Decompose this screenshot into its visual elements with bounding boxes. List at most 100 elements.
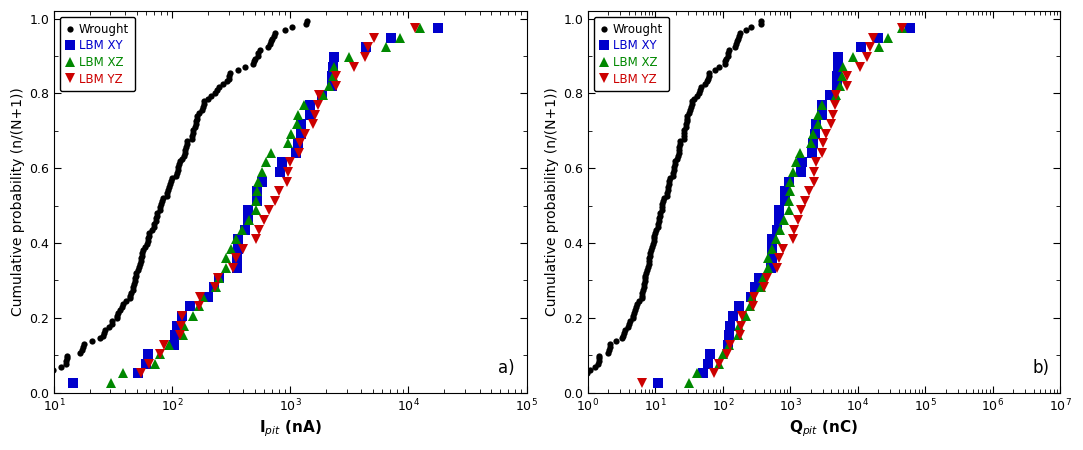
LBM YZ (358, 54, 371, 60)
Wrought (162, 187, 175, 193)
LBM YZ (723, 342, 736, 347)
LBM XZ (682, 380, 695, 386)
Wrought (222, 76, 235, 81)
LBM XY (696, 371, 709, 376)
LBM XZ (224, 246, 237, 252)
LBM XZ (828, 93, 841, 98)
LBM YZ (826, 112, 839, 117)
Wrought (755, 19, 768, 24)
LBM XZ (811, 112, 824, 117)
LBM YZ (795, 208, 808, 213)
LBM YZ (772, 256, 785, 261)
X-axis label: Q$_{pit}$ (nC): Q$_{pit}$ (nC) (790, 418, 859, 439)
LBM XZ (811, 122, 824, 127)
LBM YZ (808, 169, 821, 175)
LBM XY (140, 361, 153, 367)
Wrought (238, 64, 251, 70)
LBM YZ (306, 122, 319, 127)
LBM XZ (836, 64, 849, 69)
LBM XY (230, 265, 243, 270)
LBM XZ (291, 112, 304, 117)
LBM XY (723, 323, 736, 328)
LBM XY (291, 140, 304, 146)
LBM YZ (713, 361, 726, 367)
LBM XZ (766, 246, 779, 252)
LBM YZ (30, 380, 43, 386)
LBM XY (703, 351, 716, 357)
LBM YZ (720, 351, 733, 357)
LBM XY (238, 227, 251, 232)
LBM XY (765, 265, 778, 270)
LBM YZ (636, 380, 649, 386)
LBM YZ (825, 122, 838, 127)
LBM YZ (283, 160, 296, 165)
Line: LBM YZ: LBM YZ (32, 24, 420, 387)
LBM XY (772, 217, 785, 223)
LBM YZ (250, 237, 263, 242)
LBM XY (326, 73, 339, 79)
LBM XY (295, 131, 308, 136)
LBM YZ (362, 45, 375, 50)
LBM XY (232, 237, 245, 242)
LBM XZ (769, 237, 782, 242)
LBM XZ (393, 35, 406, 40)
LBM XZ (732, 333, 745, 338)
LBM XZ (833, 83, 846, 89)
LBM XZ (193, 304, 206, 309)
LBM YZ (143, 361, 156, 367)
LBM YZ (280, 179, 293, 184)
LBM YZ (747, 304, 760, 309)
Y-axis label: Cumulative probability (n/(N+1)): Cumulative probability (n/(N+1)) (545, 87, 559, 316)
Text: a): a) (498, 360, 514, 378)
LBM XY (273, 169, 286, 175)
LBM YZ (803, 189, 815, 194)
LBM XZ (414, 26, 427, 31)
LBM YZ (799, 198, 812, 203)
LBM YZ (866, 35, 879, 40)
LBM XZ (896, 26, 909, 31)
LBM XY (770, 227, 783, 232)
LBM YZ (828, 102, 841, 108)
LBM XZ (740, 313, 753, 319)
LBM XZ (783, 208, 796, 213)
LBM XY (807, 140, 820, 146)
LBM XY (782, 179, 795, 184)
Line: Wrought: Wrought (9, 18, 311, 393)
LBM YZ (329, 73, 342, 79)
LBM XY (832, 54, 845, 60)
LBM XY (212, 275, 225, 280)
LBM XY (316, 93, 329, 98)
LBM XY (66, 380, 79, 386)
LBM XY (360, 45, 373, 50)
LBM YZ (174, 323, 187, 328)
LBM XZ (783, 198, 796, 203)
LBM XZ (316, 93, 329, 98)
LBM XY (183, 304, 196, 309)
LBM XZ (265, 150, 278, 156)
LBM XZ (282, 140, 295, 146)
LBM XZ (872, 45, 885, 50)
LBM XY (815, 112, 828, 117)
LBM XY (384, 35, 397, 40)
LBM XZ (793, 150, 806, 156)
LBM YZ (409, 26, 422, 31)
LBM XY (303, 102, 316, 108)
Wrought (5, 387, 18, 392)
LBM XY (744, 294, 757, 299)
LBM XY (796, 160, 809, 165)
LBM YZ (226, 265, 239, 270)
LBM XY (171, 323, 184, 328)
LBM XY (289, 150, 302, 156)
Wrought (713, 64, 726, 70)
LBM XZ (807, 131, 820, 136)
LBM XY (765, 256, 778, 261)
LBM XY (702, 361, 715, 367)
LBM XZ (722, 342, 735, 347)
LBM XY (175, 313, 188, 319)
LBM YZ (770, 265, 783, 270)
LBM XZ (323, 83, 336, 89)
LBM XY (854, 45, 867, 50)
LBM XY (727, 313, 740, 319)
LBM YZ (808, 179, 821, 184)
LBM YZ (192, 304, 205, 309)
